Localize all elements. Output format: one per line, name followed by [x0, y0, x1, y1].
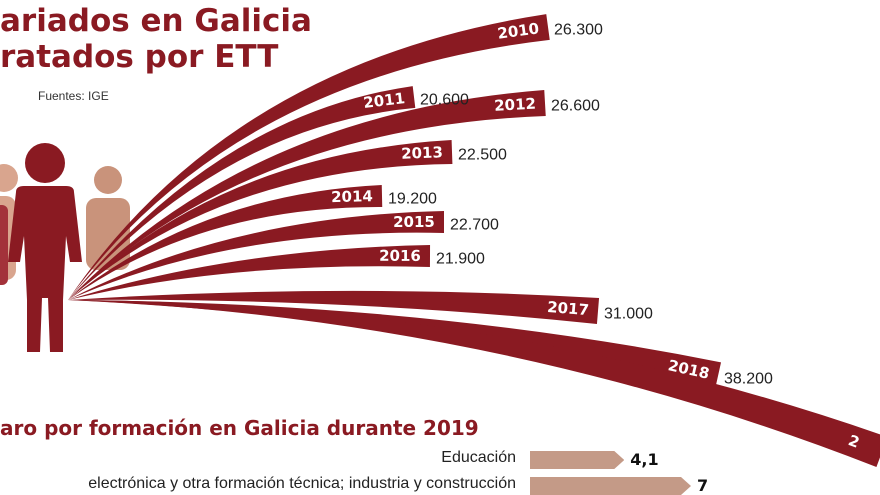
fan-year-label: 2011	[362, 89, 406, 112]
person-main-icon	[8, 143, 82, 352]
fan-bar-2017	[68, 290, 600, 324]
chart-title-line-2: ratados por ETT	[0, 39, 279, 75]
fan-year-label: 2010	[496, 19, 540, 42]
fan-bars	[68, 14, 880, 467]
fan-year-label: 2017	[547, 298, 590, 319]
fan-bar-2010	[68, 14, 550, 300]
formacion-bar	[530, 477, 691, 495]
fan-value-label: 26.600	[551, 98, 600, 115]
formacion-bar	[530, 451, 625, 469]
fan-year-label: 2012	[494, 95, 537, 115]
fan-value-label: 22.500	[458, 147, 507, 164]
fan-value-label: 20.600	[420, 92, 469, 109]
formacion-value-label: 4,1	[630, 450, 659, 469]
fan-year-label: 2014	[331, 187, 373, 206]
formacion-category-label: Educación	[441, 449, 516, 466]
fan-bar-2018	[68, 300, 722, 390]
person-left-icon	[0, 164, 18, 285]
fan-bar-2013	[68, 140, 453, 300]
chart-title-line-1: ariados en Galicia	[0, 3, 312, 39]
fan-value-label: 21.900	[436, 251, 485, 268]
fan-bar-2015	[68, 211, 444, 300]
fan-value-label: 38.200	[724, 371, 773, 388]
source-note: Fuentes: IGE	[38, 89, 109, 103]
fan-value-label: 31.000	[604, 306, 653, 323]
fan-value-label: 22.700	[450, 217, 499, 234]
formacion-category-label: electrónica y otra formación técnica; in…	[88, 475, 516, 492]
fan-year-label: 2016	[379, 247, 421, 265]
fan-bar-2011	[68, 86, 416, 300]
person-light-icon	[86, 166, 130, 270]
people-illustration	[0, 143, 130, 352]
fan-value-label: 26.300	[554, 22, 603, 39]
fan-bar-2019	[68, 300, 880, 467]
fan-bar-2012	[68, 90, 546, 300]
fan-year-label: 2013	[401, 143, 443, 162]
fan-labels: 2010 26.300 2011 20.600 2012 26.600 2013 22.500…	[331, 19, 862, 451]
fan-bar-2014	[68, 185, 383, 300]
fan-year-label: 2015	[393, 213, 435, 231]
formacion-value-label: 7	[697, 476, 709, 495]
fan-bar-2016	[68, 245, 431, 300]
fan-value-label: 19.200	[388, 191, 437, 208]
section-title-formacion: aro por formación en Galicia durante 201…	[0, 416, 479, 440]
